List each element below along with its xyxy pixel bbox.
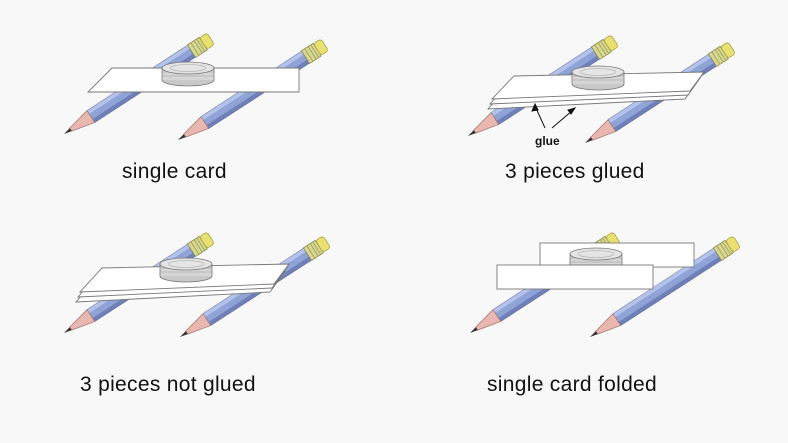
glue-label: glue (535, 134, 560, 148)
coin-stack (161, 61, 215, 87)
caption-single-card: single card (122, 160, 227, 183)
card-fold-front (496, 264, 654, 290)
panel-three-not-glued (59, 230, 332, 344)
panel-three-glued: glue (463, 33, 737, 150)
panel-single-card-folded (465, 230, 742, 344)
coin-stack (159, 257, 213, 283)
caption-three-glued: 3 pieces glued (505, 160, 645, 183)
coin-stack (571, 65, 625, 91)
caption-three-not-glued: 3 pieces not glued (80, 373, 256, 396)
panel-single-card (59, 31, 330, 147)
caption-single-card-folded: single card folded (487, 373, 658, 396)
glue-arrows (531, 102, 577, 129)
